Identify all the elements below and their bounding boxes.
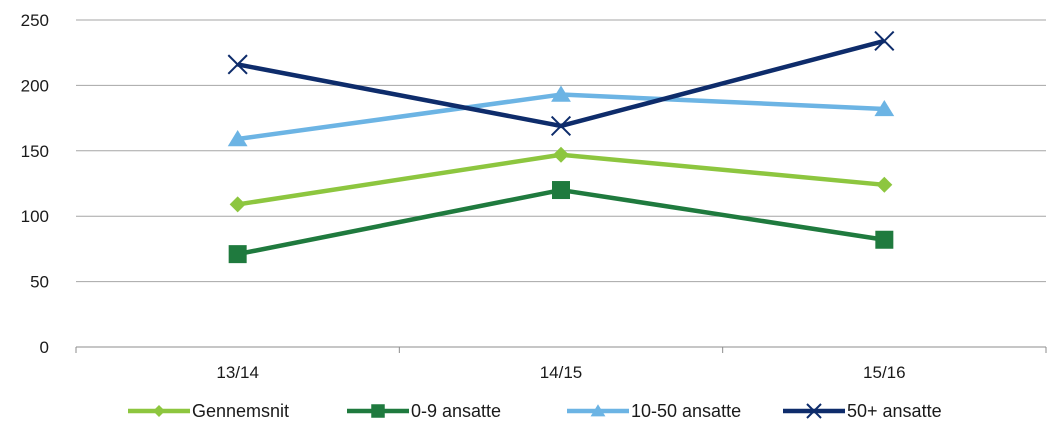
data-point xyxy=(551,85,571,102)
legend-swatch-marker xyxy=(153,405,165,417)
series-2 xyxy=(227,85,895,147)
y-tick-label: 200 xyxy=(21,76,49,95)
data-point xyxy=(228,245,247,264)
axes: 0 50 100 150 200 250 13/14 14/15 15/16 xyxy=(21,11,1047,382)
series-0 xyxy=(229,146,893,213)
legend-item: 10-50 ansatte xyxy=(567,401,741,421)
data-point xyxy=(553,146,569,163)
legend-item: Gennemsnit xyxy=(128,401,289,421)
legend-label: 50+ ansatte xyxy=(847,401,942,421)
legend-swatch-marker xyxy=(590,404,606,417)
legend-label: 10-50 ansatte xyxy=(631,401,741,421)
y-tick-label: 150 xyxy=(21,142,49,161)
legend: Gennemsnit 0-9 ansatte 10-50 ansatte 50+ an… xyxy=(128,401,942,421)
legend-label: Gennemsnit xyxy=(192,401,289,421)
data-point xyxy=(876,176,893,193)
y-tick-label: 100 xyxy=(21,207,49,226)
data-point xyxy=(875,230,894,249)
x-tick-label: 15/16 xyxy=(863,363,906,382)
series-group xyxy=(227,30,895,264)
series-line xyxy=(237,38,885,129)
data-point xyxy=(874,99,895,117)
y-tick-label: 250 xyxy=(21,11,49,30)
data-point xyxy=(227,54,248,75)
x-tick-label: 14/15 xyxy=(540,363,583,382)
data-point xyxy=(227,130,248,147)
data-point xyxy=(874,30,895,51)
legend-label: 0-9 ansatte xyxy=(411,401,501,421)
legend-item: 50+ ansatte xyxy=(783,401,942,421)
legend-swatch-marker xyxy=(806,403,822,419)
data-point xyxy=(229,196,246,213)
series-1 xyxy=(228,181,894,264)
data-point xyxy=(550,115,572,137)
series-line xyxy=(237,187,885,257)
y-tick-label: 0 xyxy=(40,338,49,357)
data-point xyxy=(552,181,570,200)
series-3 xyxy=(227,30,895,137)
y-tick-label: 50 xyxy=(30,273,49,292)
x-tick-label: 13/14 xyxy=(216,363,259,382)
legend-swatch-marker xyxy=(371,404,385,418)
legend-item: 0-9 ansatte xyxy=(347,401,501,421)
